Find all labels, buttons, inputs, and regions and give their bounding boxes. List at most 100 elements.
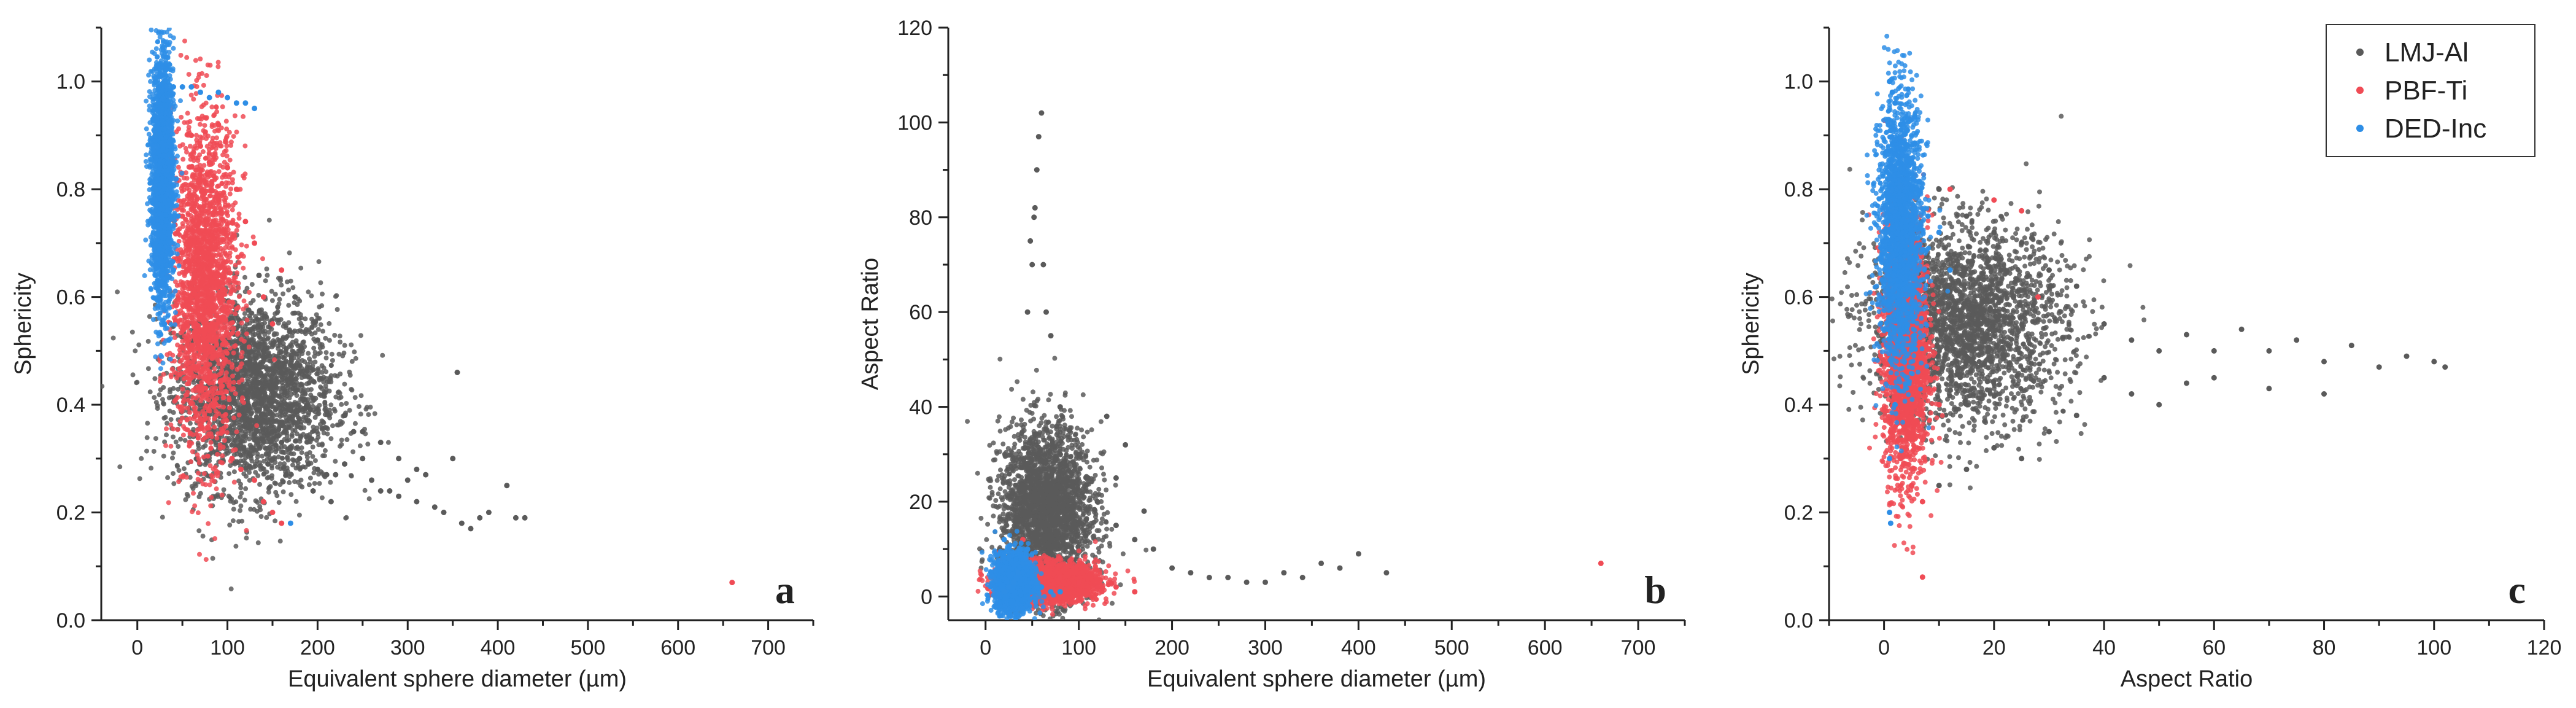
data-point bbox=[365, 442, 370, 446]
data-point bbox=[193, 321, 199, 327]
data-point bbox=[297, 316, 302, 321]
data-point bbox=[239, 429, 244, 434]
data-point bbox=[188, 119, 193, 124]
data-point bbox=[217, 169, 222, 174]
data-point bbox=[219, 255, 224, 260]
data-point bbox=[241, 458, 246, 463]
data-point bbox=[319, 322, 323, 327]
data-point bbox=[187, 239, 191, 244]
data-point bbox=[285, 367, 290, 372]
data-point bbox=[178, 351, 183, 356]
data-point bbox=[241, 472, 246, 477]
data-point bbox=[225, 165, 230, 171]
data-point bbox=[293, 439, 298, 444]
data-point bbox=[287, 480, 292, 485]
data-point bbox=[238, 365, 243, 370]
data-point bbox=[290, 352, 295, 357]
data-point bbox=[255, 500, 260, 505]
data-point bbox=[279, 267, 284, 273]
data-point bbox=[213, 228, 218, 233]
data-point bbox=[373, 411, 377, 416]
data-point bbox=[236, 331, 241, 336]
data-point bbox=[193, 328, 198, 333]
data-point bbox=[323, 336, 328, 341]
data-point bbox=[211, 113, 216, 118]
data-point bbox=[180, 221, 185, 226]
data-point bbox=[172, 399, 177, 404]
data-point bbox=[217, 309, 222, 314]
data-point bbox=[207, 262, 212, 267]
data-point bbox=[290, 348, 295, 353]
data-point bbox=[250, 282, 255, 287]
data-point bbox=[233, 447, 238, 452]
data-point bbox=[231, 386, 236, 391]
data-point bbox=[324, 350, 329, 355]
data-point bbox=[339, 395, 344, 400]
data-point bbox=[242, 298, 247, 303]
data-point bbox=[233, 311, 238, 316]
data-point bbox=[287, 251, 292, 255]
y-tick-label: 0.2 bbox=[56, 502, 85, 525]
data-point bbox=[134, 380, 139, 385]
data-point bbox=[187, 286, 192, 291]
data-point bbox=[168, 351, 172, 356]
data-point bbox=[324, 356, 329, 360]
data-point bbox=[204, 364, 209, 369]
data-point bbox=[269, 422, 274, 427]
data-point bbox=[193, 58, 198, 63]
data-point bbox=[298, 266, 303, 271]
data-point bbox=[290, 333, 295, 338]
data-point bbox=[359, 393, 364, 398]
data-point bbox=[245, 377, 250, 382]
data-point bbox=[187, 305, 192, 310]
data-point bbox=[178, 419, 183, 424]
data-point bbox=[280, 292, 285, 297]
data-point bbox=[369, 477, 374, 483]
data-point bbox=[161, 454, 166, 459]
data-point bbox=[211, 136, 215, 141]
data-point bbox=[191, 267, 196, 272]
data-point bbox=[202, 471, 207, 476]
data-point bbox=[249, 327, 254, 332]
data-point bbox=[186, 212, 191, 217]
data-point bbox=[242, 176, 247, 181]
data-point bbox=[274, 362, 279, 367]
data-point bbox=[344, 515, 349, 520]
data-point bbox=[211, 556, 215, 561]
data-point bbox=[215, 184, 220, 189]
data-point bbox=[190, 449, 195, 454]
data-point bbox=[269, 442, 274, 446]
data-point bbox=[239, 243, 244, 247]
data-point bbox=[342, 382, 347, 387]
data-point bbox=[265, 470, 269, 475]
data-point bbox=[197, 116, 202, 121]
data-point bbox=[177, 144, 182, 149]
data-point bbox=[305, 455, 310, 460]
data-point bbox=[201, 83, 206, 88]
data-point bbox=[202, 375, 207, 381]
data-point bbox=[252, 240, 257, 246]
data-point bbox=[273, 408, 278, 413]
data-point bbox=[171, 451, 176, 456]
data-point bbox=[292, 294, 298, 300]
data-point bbox=[137, 476, 142, 481]
data-point bbox=[219, 368, 224, 373]
data-point bbox=[320, 453, 325, 458]
data-point bbox=[181, 433, 186, 438]
data-point bbox=[228, 346, 233, 351]
data-point bbox=[405, 477, 411, 483]
data-point bbox=[247, 437, 252, 442]
data-point bbox=[99, 384, 104, 389]
data-point bbox=[208, 200, 213, 205]
data-point bbox=[477, 515, 482, 521]
data-point bbox=[208, 63, 213, 68]
data-point bbox=[295, 302, 300, 307]
data-point bbox=[237, 413, 242, 418]
data-point bbox=[219, 217, 223, 222]
data-point bbox=[227, 523, 232, 527]
data-point bbox=[197, 303, 202, 308]
data-point bbox=[214, 104, 219, 109]
data-point bbox=[207, 335, 212, 340]
data-point bbox=[225, 213, 230, 218]
data-point bbox=[190, 174, 195, 179]
